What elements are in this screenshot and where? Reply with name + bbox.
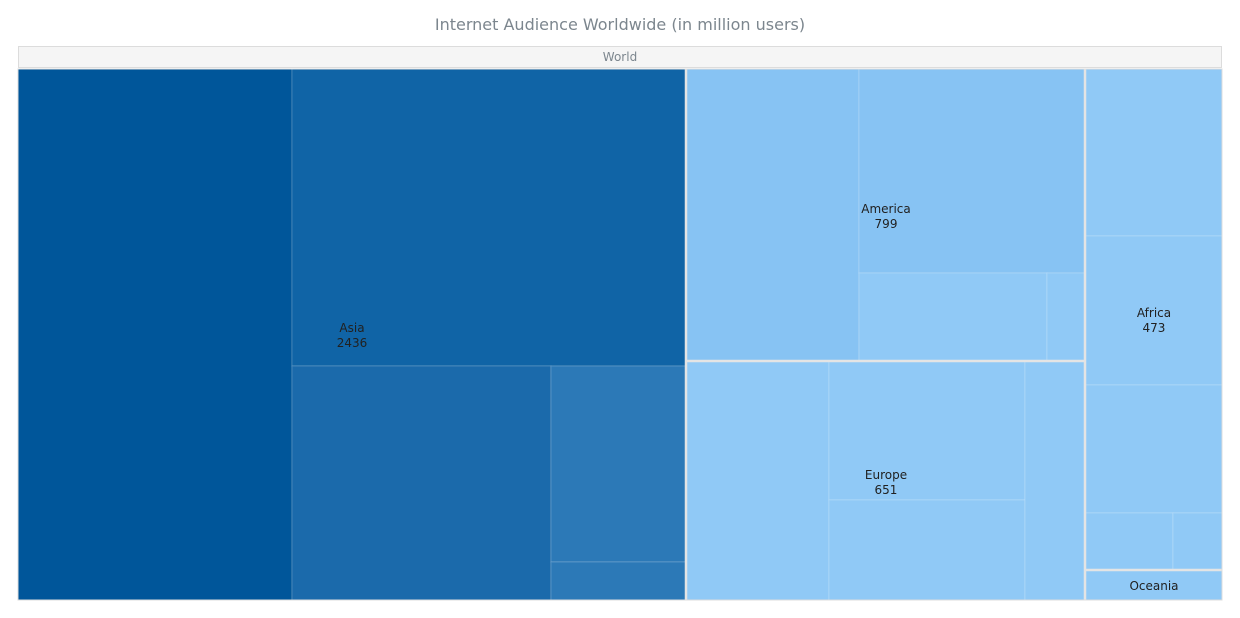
label-oceania-name: Oceania bbox=[1129, 579, 1179, 593]
label-asia-name: Asia bbox=[339, 321, 365, 335]
asia-cell-4[interactable] bbox=[550, 365, 687, 563]
asia-cell-5[interactable] bbox=[550, 561, 687, 601]
africa-cell-3[interactable] bbox=[1084, 384, 1223, 514]
america-cell-3[interactable] bbox=[858, 272, 1048, 362]
label-oceania: Oceania bbox=[1129, 579, 1178, 594]
america-cell-1[interactable] bbox=[685, 68, 860, 362]
label-europe: Europe 651 bbox=[865, 468, 907, 498]
label-africa-value: 473 bbox=[1142, 321, 1166, 335]
label-asia-value: 2436 bbox=[336, 336, 368, 350]
asia-cell-2[interactable] bbox=[291, 68, 687, 367]
europe-cell-4[interactable] bbox=[1024, 360, 1086, 601]
africa-cell-5[interactable] bbox=[1172, 512, 1223, 571]
chart-title: Internet Audience Worldwide (in million … bbox=[434, 15, 806, 34]
asia-cell-3[interactable] bbox=[291, 365, 552, 601]
label-america-value: 799 bbox=[874, 217, 898, 231]
label-asia: Asia 2436 bbox=[337, 321, 368, 351]
europe-cell-2[interactable] bbox=[828, 360, 1026, 501]
america-cell-2[interactable] bbox=[858, 68, 1086, 274]
label-america: America 799 bbox=[861, 202, 911, 232]
label-africa-name: Africa bbox=[1136, 306, 1172, 320]
label-america-name: America bbox=[861, 202, 911, 216]
label-europe-name: Europe bbox=[864, 468, 908, 482]
label-europe-value: 651 bbox=[874, 483, 898, 497]
label-africa: Africa 473 bbox=[1137, 306, 1171, 336]
africa-cell-4[interactable] bbox=[1084, 512, 1174, 571]
root-header-world[interactable]: World bbox=[18, 46, 1222, 68]
europe-cell-1[interactable] bbox=[685, 360, 830, 601]
america-cell-4[interactable] bbox=[1046, 272, 1086, 362]
europe-cell-3[interactable] bbox=[828, 499, 1026, 601]
asia-cell-1[interactable] bbox=[17, 68, 293, 601]
africa-cell-1[interactable] bbox=[1084, 68, 1223, 237]
treemap-frame bbox=[17, 68, 1223, 601]
